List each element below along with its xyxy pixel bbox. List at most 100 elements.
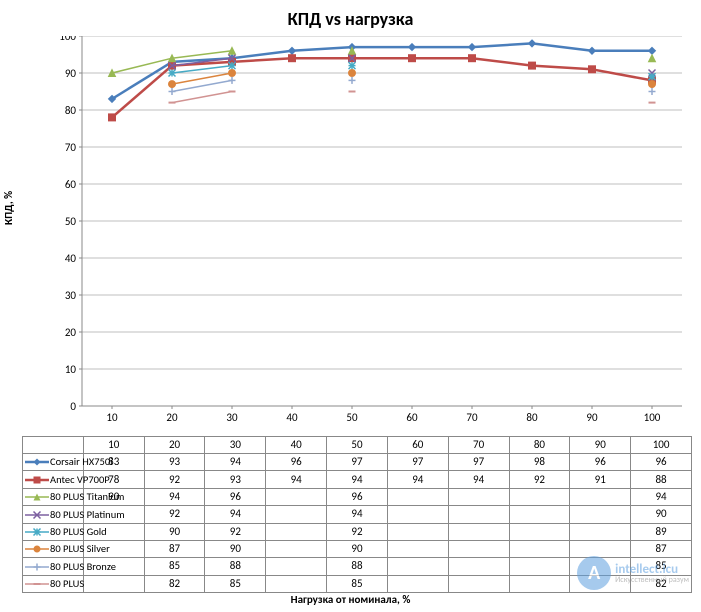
table-cell: 97 (448, 454, 509, 471)
svg-text:40: 40 (286, 411, 298, 424)
table-cell (387, 540, 448, 557)
table-cell (266, 488, 327, 505)
legend-item: Antec VP700P (23, 471, 84, 488)
table-cell: 97 (327, 454, 388, 471)
table-cell (448, 523, 509, 540)
table-cell (448, 506, 509, 523)
svg-text:70: 70 (65, 141, 77, 154)
table-cell (266, 523, 327, 540)
svg-text:50: 50 (65, 215, 77, 228)
legend-item: 80 PLUS Gold (23, 523, 84, 540)
svg-text:30: 30 (226, 411, 238, 424)
table-cell: 92 (144, 506, 205, 523)
table-cell (509, 540, 570, 557)
table-cell: 90 (144, 523, 205, 540)
table-cell: 94 (327, 506, 388, 523)
table-cell (509, 523, 570, 540)
chart-container: КПД vs нагрузка КПД, % 0 10 20 30 40 50 60 70 80… (0, 0, 701, 612)
svg-text:80: 80 (65, 104, 77, 117)
table-cell (266, 558, 327, 575)
table-cell: 92 (205, 523, 266, 540)
x-axis-label: Нагрузка от номинала, % (0, 593, 701, 606)
svg-text:20: 20 (65, 326, 77, 339)
table-cell: 94 (327, 471, 388, 488)
legend-item: 80 PLUS Platinum (23, 506, 84, 523)
table-cell (448, 575, 509, 592)
table-cell (570, 488, 631, 505)
table-cell: 85 (327, 575, 388, 592)
table-cell: 97 (387, 454, 448, 471)
table-cell: 96 (631, 454, 692, 471)
svg-text:100: 100 (644, 411, 661, 424)
svg-text:0: 0 (70, 400, 76, 413)
table-cell (387, 523, 448, 540)
table-cell (509, 488, 570, 505)
table-cell: 96 (327, 488, 388, 505)
table-cell: 94 (144, 488, 205, 505)
table-cell: 96 (570, 454, 631, 471)
table-cell: 94 (205, 454, 266, 471)
svg-text:20: 20 (166, 411, 178, 424)
legend-item: Corsair HX750i (23, 454, 84, 471)
svg-text:50: 50 (346, 411, 358, 424)
watermark-line1: intellect.icu (615, 563, 689, 576)
legend-item: 80 PLUS Titanium (23, 488, 84, 505)
svg-text:10: 10 (106, 411, 118, 424)
table-cell: 90 (205, 540, 266, 557)
table-cell: 93 (144, 454, 205, 471)
table-cell: 96 (266, 454, 327, 471)
table-cell: 92 (327, 523, 388, 540)
chart-title: КПД vs нагрузка (0, 8, 701, 30)
svg-text:40: 40 (65, 252, 77, 265)
chart-plot: 0102030405060708090100102030405060708090… (22, 36, 692, 436)
svg-text:30: 30 (65, 289, 77, 302)
table-cell: 88 (327, 558, 388, 575)
table-cell: 82 (144, 575, 205, 592)
watermark: A intellect.icu Искусственный разум (577, 556, 689, 590)
table-cell: 90 (631, 506, 692, 523)
table-cell: 94 (266, 471, 327, 488)
table-cell: 94 (205, 506, 266, 523)
watermark-letter: A (577, 556, 611, 590)
table-cell (509, 506, 570, 523)
table-cell: 85 (205, 575, 266, 592)
table-cell: 88 (631, 471, 692, 488)
table-cell (266, 506, 327, 523)
table-cell: 92 (509, 471, 570, 488)
svg-text:90: 90 (65, 67, 77, 80)
table-cell: 94 (387, 471, 448, 488)
table-cell (570, 506, 631, 523)
table-cell: 94 (631, 488, 692, 505)
watermark-line2: Искусственный разум (615, 576, 689, 584)
svg-text:90: 90 (586, 411, 598, 424)
table-cell (387, 488, 448, 505)
table-cell: 98 (509, 454, 570, 471)
table-cell: 93 (205, 471, 266, 488)
legend-item: 80 PLUS Bronze (23, 558, 84, 575)
table-cell (509, 575, 570, 592)
table-cell (266, 540, 327, 557)
table-cell: 94 (448, 471, 509, 488)
table-cell (387, 506, 448, 523)
table-cell (570, 523, 631, 540)
table-cell: 85 (144, 558, 205, 575)
table-cell: 89 (631, 523, 692, 540)
svg-text:10: 10 (65, 363, 77, 376)
table-cell (509, 558, 570, 575)
table-cell: 88 (205, 558, 266, 575)
table-cell (266, 575, 327, 592)
table-cell: 96 (205, 488, 266, 505)
table-cell (448, 488, 509, 505)
svg-text:60: 60 (406, 411, 418, 424)
table-cell (83, 575, 144, 592)
svg-text:80: 80 (526, 411, 538, 424)
table-cell (387, 558, 448, 575)
y-axis-label: КПД, % (2, 191, 15, 225)
table-cell: 87 (144, 540, 205, 557)
legend-item: 80 PLUS Silver (23, 540, 84, 557)
legend-item: 80 PLUS (23, 575, 84, 592)
table-cell (387, 575, 448, 592)
table-cell: 90 (327, 540, 388, 557)
svg-text:100: 100 (59, 36, 76, 43)
table-cell: 91 (570, 471, 631, 488)
